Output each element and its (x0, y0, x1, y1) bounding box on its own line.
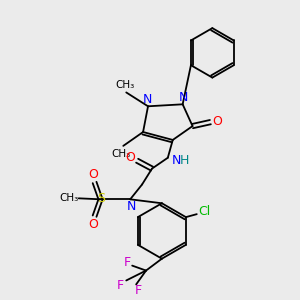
Text: N: N (142, 93, 152, 106)
Text: Cl: Cl (199, 205, 211, 218)
Text: CH₃: CH₃ (59, 193, 79, 203)
Text: N: N (127, 200, 136, 213)
Text: H: H (180, 154, 189, 167)
Text: F: F (135, 284, 142, 297)
Text: F: F (124, 256, 131, 269)
Text: O: O (89, 168, 98, 181)
Text: CH₃: CH₃ (116, 80, 135, 89)
Text: N: N (172, 154, 182, 167)
Text: F: F (117, 279, 124, 292)
Text: O: O (89, 218, 98, 231)
Text: O: O (212, 115, 222, 128)
Text: S: S (98, 192, 106, 205)
Text: O: O (125, 151, 135, 164)
Text: CH₃: CH₃ (112, 149, 131, 159)
Text: N: N (179, 91, 188, 104)
